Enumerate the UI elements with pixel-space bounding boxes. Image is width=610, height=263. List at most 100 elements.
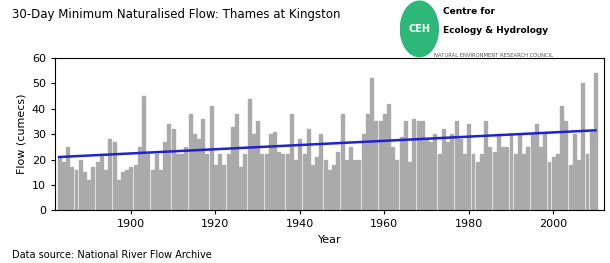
Bar xyxy=(551,157,554,210)
Bar xyxy=(544,134,547,210)
Bar xyxy=(353,160,356,210)
Bar xyxy=(281,154,284,210)
Bar xyxy=(188,114,192,210)
Text: Centre for: Centre for xyxy=(443,7,495,16)
Bar xyxy=(163,142,166,210)
Bar xyxy=(146,154,149,210)
Bar xyxy=(129,167,132,210)
Bar xyxy=(425,139,428,210)
Bar xyxy=(526,147,529,210)
Bar xyxy=(324,160,327,210)
Bar xyxy=(345,160,348,210)
Bar xyxy=(400,137,403,210)
Bar xyxy=(501,147,504,210)
Bar xyxy=(142,96,145,210)
Bar xyxy=(125,170,128,210)
Bar xyxy=(535,124,538,210)
Bar xyxy=(594,73,597,210)
Bar xyxy=(383,114,386,210)
Bar xyxy=(556,154,559,210)
Bar xyxy=(151,170,154,210)
Text: Data source: National River Flow Archive: Data source: National River Flow Archive xyxy=(12,250,212,260)
X-axis label: Year: Year xyxy=(318,235,341,245)
Bar xyxy=(214,165,217,210)
Bar xyxy=(442,129,445,210)
Bar xyxy=(231,127,234,210)
Bar xyxy=(113,142,115,210)
Bar xyxy=(505,147,508,210)
Bar xyxy=(74,170,77,210)
Bar xyxy=(66,147,69,210)
Bar xyxy=(514,154,517,210)
Bar xyxy=(100,154,103,210)
Bar xyxy=(509,134,512,210)
Bar xyxy=(349,147,352,210)
Bar xyxy=(58,157,60,210)
Text: 30-Day Minimum Naturalised Flow: Thames at Kingston: 30-Day Minimum Naturalised Flow: Thames … xyxy=(12,8,341,21)
Bar xyxy=(256,122,259,210)
Bar xyxy=(206,154,209,210)
Bar xyxy=(539,147,542,210)
Bar xyxy=(395,160,398,210)
Bar xyxy=(421,122,424,210)
Bar xyxy=(463,154,466,210)
Bar xyxy=(404,122,407,210)
Bar xyxy=(159,170,162,210)
Bar xyxy=(265,154,268,210)
Bar xyxy=(484,122,487,210)
Bar xyxy=(467,124,470,210)
Bar xyxy=(285,154,289,210)
Text: CEH: CEH xyxy=(408,24,431,34)
Bar xyxy=(429,142,432,210)
Bar xyxy=(171,129,174,210)
Bar xyxy=(278,152,280,210)
Bar xyxy=(480,154,483,210)
Bar xyxy=(117,180,120,210)
Bar xyxy=(454,122,458,210)
Bar xyxy=(434,134,437,210)
Bar xyxy=(417,122,420,210)
Bar xyxy=(560,106,563,210)
Bar xyxy=(446,142,449,210)
Bar xyxy=(548,162,550,210)
Bar xyxy=(332,165,335,210)
Bar xyxy=(226,154,229,210)
Bar xyxy=(438,154,440,210)
Bar xyxy=(260,154,264,210)
Bar xyxy=(581,83,584,210)
Bar xyxy=(109,139,111,210)
Bar xyxy=(168,124,170,210)
Bar xyxy=(269,134,272,210)
Bar xyxy=(92,167,95,210)
Bar xyxy=(518,134,521,210)
Bar xyxy=(569,165,572,210)
Bar xyxy=(294,160,297,210)
Bar xyxy=(586,154,589,210)
Bar xyxy=(210,106,213,210)
Bar xyxy=(336,152,339,210)
Bar xyxy=(180,154,183,210)
Y-axis label: Flow (cumecs): Flow (cumecs) xyxy=(16,94,26,174)
Bar xyxy=(62,162,65,210)
Bar xyxy=(218,154,221,210)
Bar xyxy=(197,139,200,210)
Bar xyxy=(201,119,204,210)
Bar xyxy=(497,134,500,210)
Bar xyxy=(450,134,453,210)
Bar xyxy=(387,104,390,210)
Bar xyxy=(155,154,158,210)
Bar xyxy=(243,154,246,210)
Bar xyxy=(303,154,306,210)
Bar xyxy=(290,114,293,210)
Bar xyxy=(79,160,82,210)
Bar xyxy=(531,134,534,210)
Bar xyxy=(357,160,361,210)
Text: NATURAL ENVIRONMENT RESEARCH COUNCIL: NATURAL ENVIRONMENT RESEARCH COUNCIL xyxy=(434,53,553,58)
Bar xyxy=(223,165,225,210)
Bar xyxy=(370,78,373,210)
Bar xyxy=(193,134,196,210)
Bar xyxy=(307,129,310,210)
Bar xyxy=(472,154,475,210)
Bar xyxy=(320,134,323,210)
Bar xyxy=(459,139,462,210)
